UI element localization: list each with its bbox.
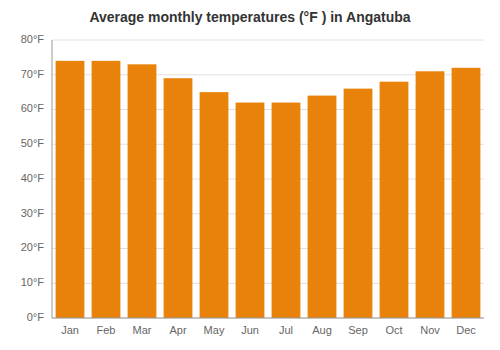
y-tick-label: 50°F	[21, 137, 45, 149]
y-tick-label: 0°F	[27, 311, 45, 323]
bar	[164, 78, 193, 318]
x-axis-line	[52, 318, 484, 319]
x-tick-label: Jan	[61, 324, 79, 336]
x-tick-label: Dec	[456, 324, 476, 336]
x-tick-label: Sep	[348, 324, 368, 336]
chart-container: Average monthly temperatures (°F ) in An…	[0, 0, 500, 350]
y-tick-label: 20°F	[21, 241, 45, 253]
title: Average monthly temperatures (°F ) in An…	[89, 9, 410, 25]
grid-line	[52, 40, 484, 41]
x-tick-label: Apr	[169, 324, 186, 336]
y-tick-label: 60°F	[21, 102, 45, 114]
y-tick-label: 10°F	[21, 276, 45, 288]
bar	[236, 103, 265, 318]
x-tick-label: Feb	[97, 324, 116, 336]
grid-line	[52, 318, 484, 319]
x-tick-label: Mar	[133, 324, 152, 336]
x-tick-label: May	[204, 324, 225, 336]
y-tick-label: 70°F	[21, 68, 45, 80]
y-grid	[52, 40, 484, 318]
bar	[380, 82, 409, 318]
bar	[56, 61, 85, 318]
y-axis-line	[52, 40, 53, 318]
x-tick-label: Oct	[385, 324, 402, 336]
chart-svg: Average monthly temperatures (°F ) in An…	[0, 0, 500, 350]
y-tick-label: 80°F	[21, 33, 45, 45]
y-tick-label: 30°F	[21, 207, 45, 219]
x-tick-label: Jul	[279, 324, 293, 336]
bar	[128, 64, 157, 318]
bar	[200, 92, 229, 318]
bar	[416, 71, 445, 318]
x-tick-label: Jun	[241, 324, 259, 336]
bar	[452, 68, 481, 318]
bar	[92, 61, 121, 318]
bar	[344, 89, 373, 318]
bar	[272, 103, 301, 318]
y-tick-label: 40°F	[21, 172, 45, 184]
bars	[56, 61, 481, 318]
bar	[308, 96, 337, 318]
x-tick-label: Nov	[420, 324, 440, 336]
x-tick-label: Aug	[312, 324, 332, 336]
